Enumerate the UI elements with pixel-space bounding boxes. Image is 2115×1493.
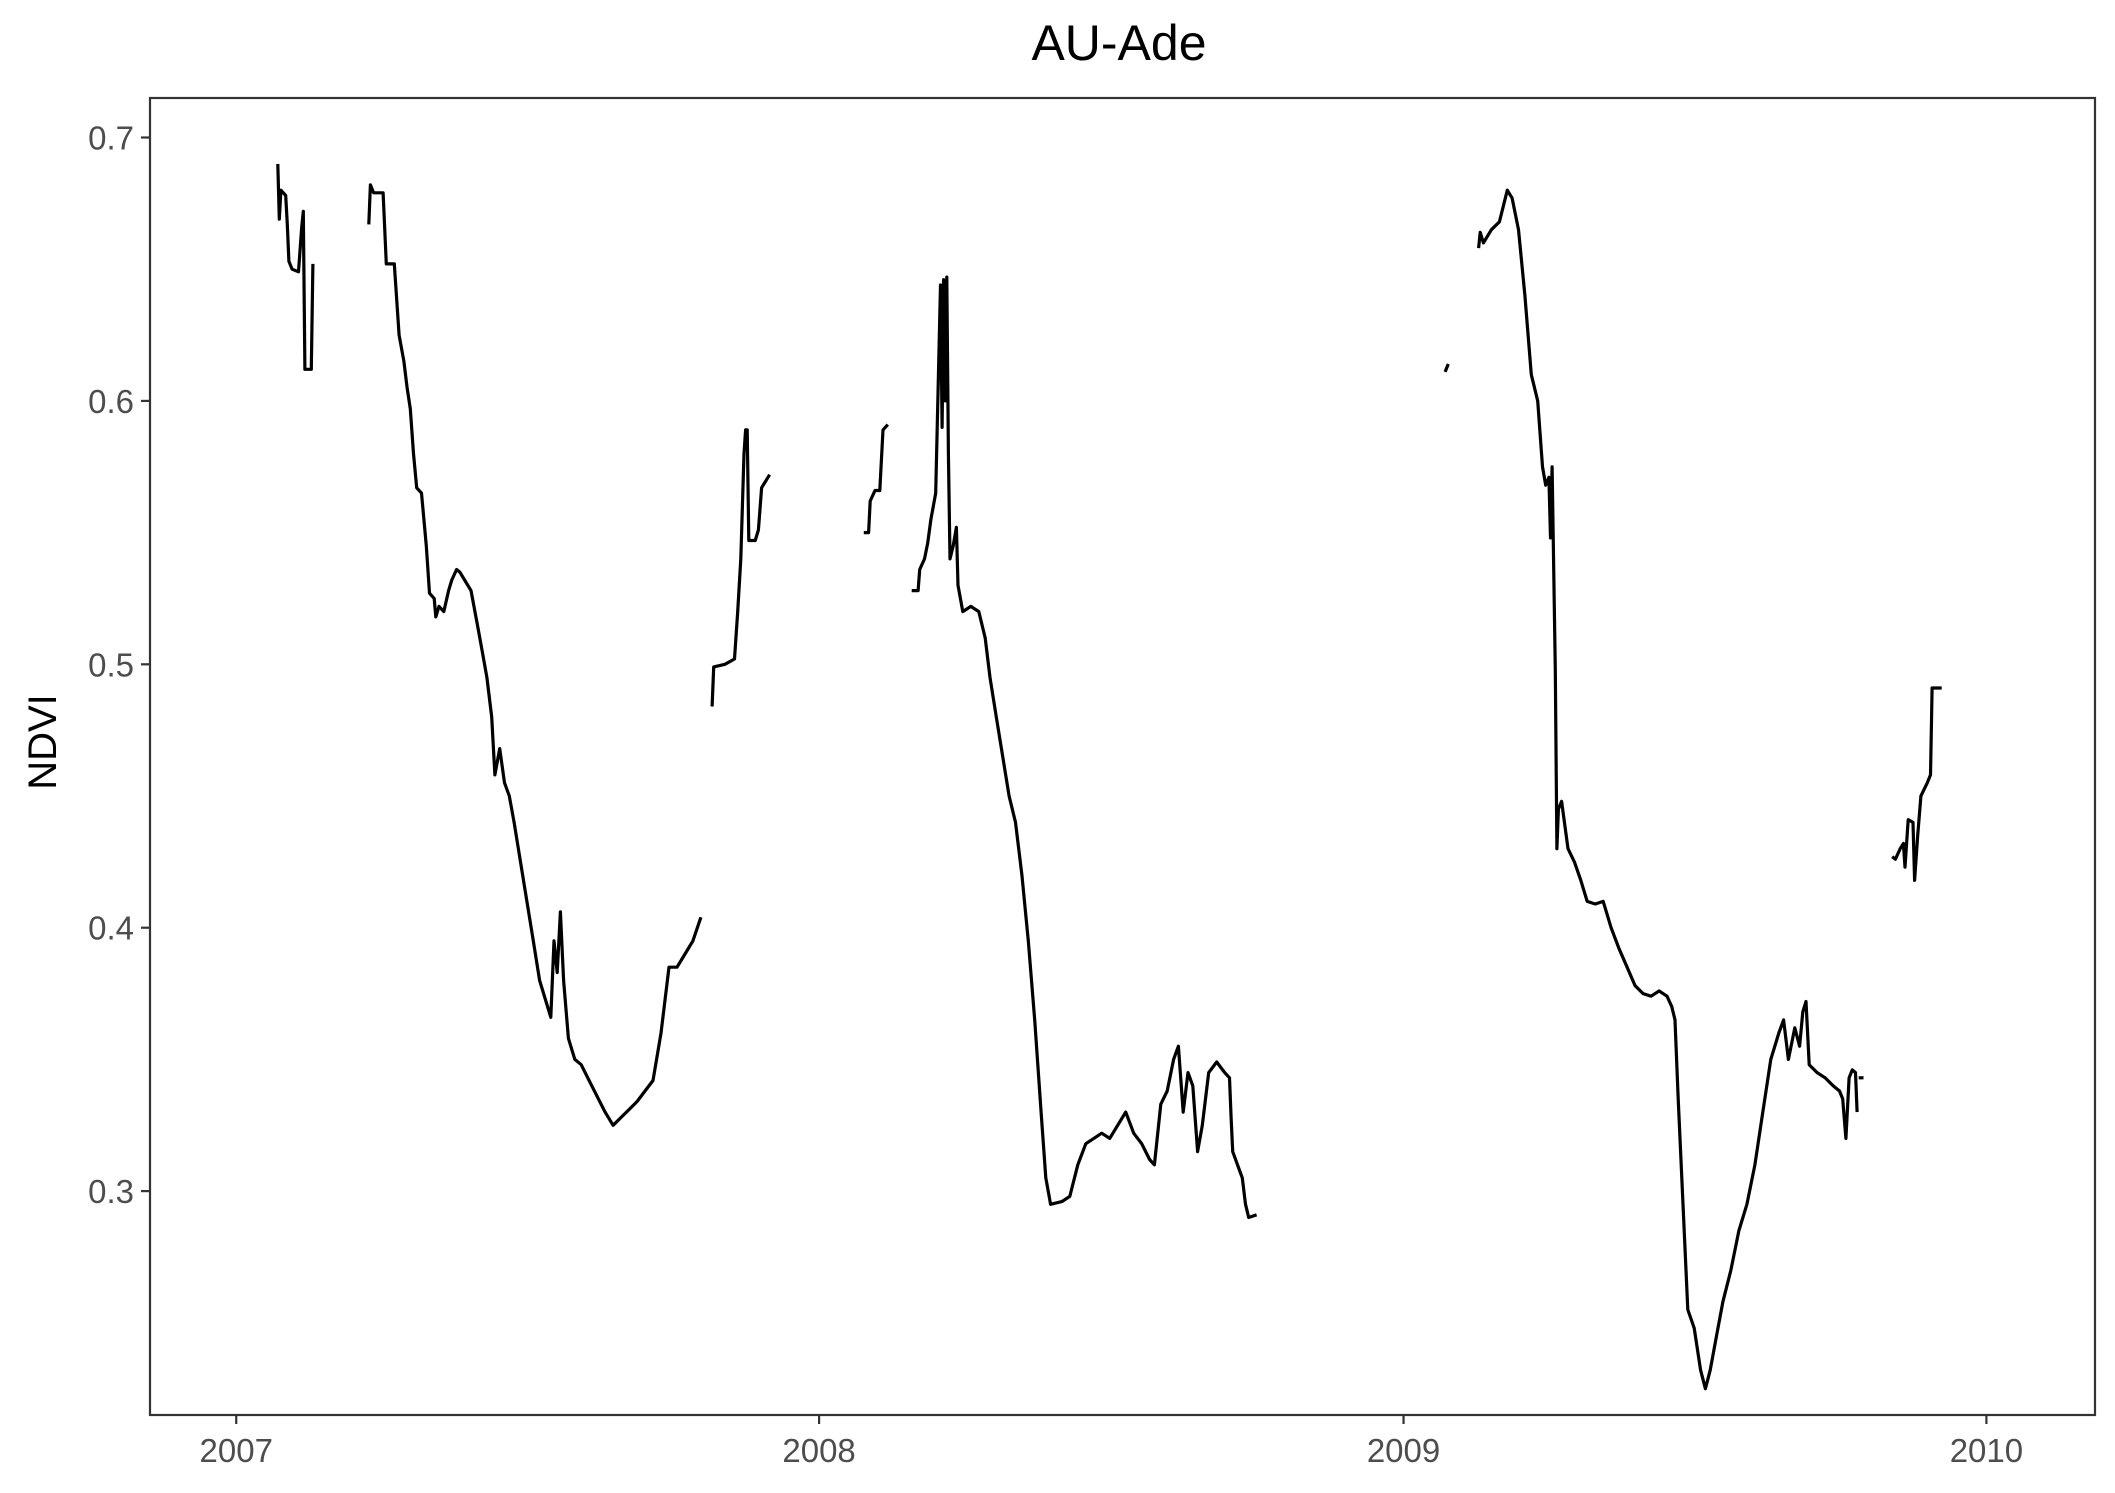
y-tick-label: 0.5 [88,646,134,683]
x-tick-label: 2009 [1367,1432,1440,1469]
y-tick-label: 0.6 [88,383,134,420]
ndvi-line-segment [710,428,771,707]
series-layer [276,163,1942,1391]
x-tick-label: 2010 [1950,1432,2023,1469]
ndvi-line-segment [1477,188,1859,1391]
x-axis: 2007 2008 2009 2010 [200,1415,2023,1469]
y-tick-label: 0.4 [88,910,134,947]
ndvi-line-segment [863,423,889,535]
ndvi-line-segment [1891,686,1942,882]
ndvi-line-segment [276,163,315,371]
y-axis-label: NDVI [21,694,65,790]
y-tick-label: 0.7 [88,120,134,157]
ndvi-line-segment [367,183,703,1127]
ndvi-line-segment [911,275,1258,1220]
ndvi-line-segment [1443,363,1450,373]
chart-title: AU-Ade [1031,15,1206,71]
y-tick-label: 0.3 [88,1173,134,1210]
plot-panel-border [148,96,2097,1417]
x-tick-label: 2008 [782,1432,855,1469]
y-axis: 0.3 0.4 0.5 0.6 0.7 [88,120,150,1210]
x-tick-label: 2007 [200,1432,273,1469]
